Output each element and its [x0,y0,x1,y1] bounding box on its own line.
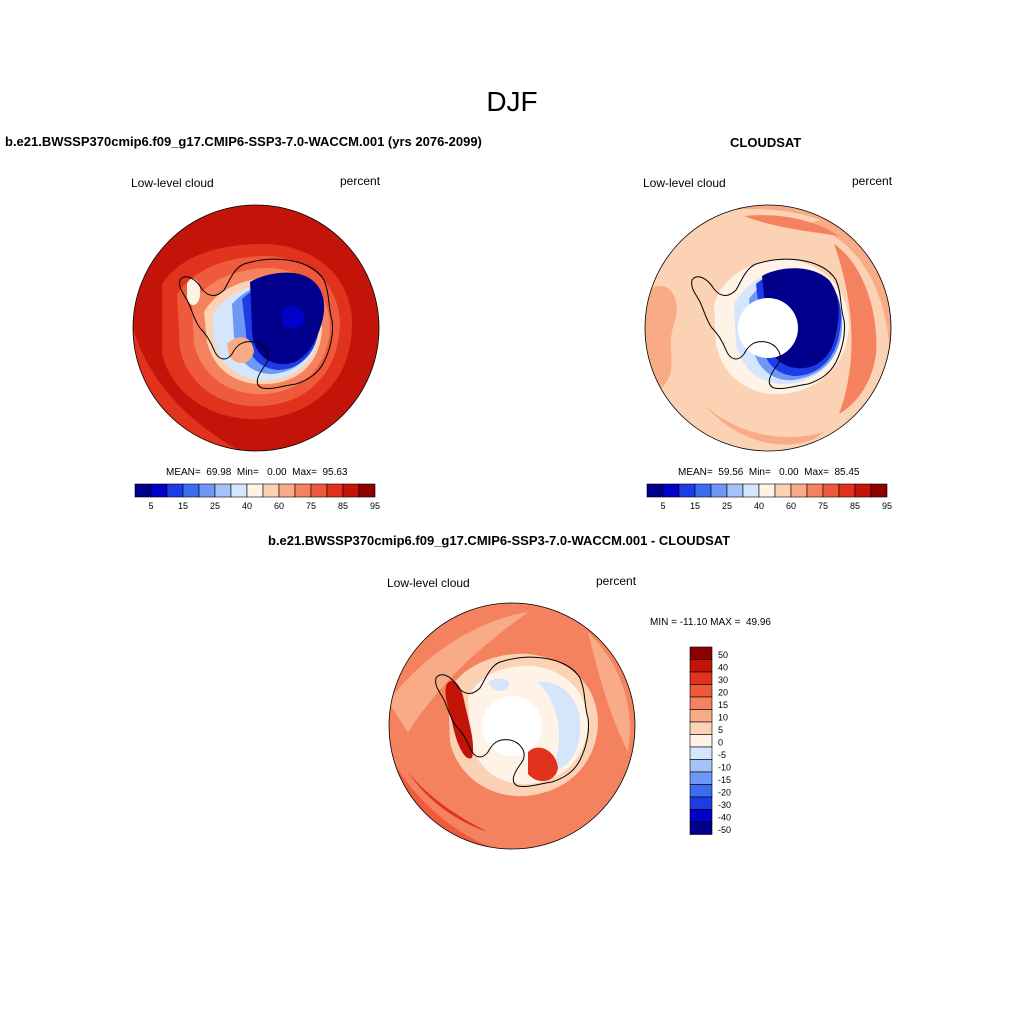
panel2-colorbar-tick-label: 15 [690,501,700,511]
panel3-colorbar-tick-label: -10 [718,763,731,773]
panel2-stats: MEAN= 59.56 Min= 0.00 Max= 85.45 [678,467,860,478]
panel1-colorbar-swatch [310,483,328,498]
panel2-colorbar-swatch [758,483,776,498]
panel2-colorbar-swatch [774,483,792,498]
panel1-colorbar-tick-label: 5 [148,501,153,511]
panel1-map [132,204,380,452]
panel1-colorbar-tick-label: 15 [178,501,188,511]
panel2-colorbar-swatch [646,483,664,498]
panel2-colorbar-swatch [790,483,808,498]
panel3-colorbar-tick-label: 30 [718,675,728,685]
panel1-colorbar-swatch [278,483,296,498]
panel1-colorbar-swatch [246,483,264,498]
panel1-colorbar-swatch [342,483,360,498]
panel1-units-label: percent [340,174,381,188]
panel2-colorbar-swatch [806,483,824,498]
panel1-colorbar: 5 15 25 40 60 75 85 95 [134,483,380,511]
panel3-colorbar-tick-label: 20 [718,688,728,698]
panel3-colorbar-swatch [689,746,713,760]
panel1-colorbar-swatch [294,483,312,498]
panel2-colorbar-swatch [870,483,888,498]
panel2-colorbar-tick-label: 60 [786,501,796,511]
panel3-colorbar-tick-label: 40 [718,663,728,673]
panel2-title: CLOUDSAT [730,135,802,150]
panel3-colorbar-tick-label: -40 [718,813,731,823]
panel1-stats: MEAN= 69.98 Min= 0.00 Max= 95.63 [166,467,348,478]
panel2-colorbar-swatch [854,483,872,498]
panel1-colorbar-swatch [182,483,200,498]
panel3-colorbar-swatch [689,696,713,710]
panel3-title: b.e21.BWSSP370cmip6.f09_g17.CMIP6-SSP3-7… [268,533,731,548]
panel3-colorbar-swatch [689,734,713,748]
panel1-variable-label: Low-level cloud [131,176,214,190]
panel3-colorbar-swatch [689,821,713,835]
panel2-colorbar-tick-label: 85 [850,501,860,511]
panel3-colorbar-swatch [689,784,713,798]
panel3-colorbar-tick-label: 5 [718,725,723,735]
panel2-variable-label: Low-level cloud [643,176,726,190]
panel1-colorbar-tick-label: 85 [338,501,348,511]
panel3-colorbar-swatch [689,771,713,785]
panel2-colorbar-tick-label: 40 [754,501,764,511]
panel1-colorbar-tick-label: 40 [242,501,252,511]
panel3-units-label: percent [596,574,637,588]
panel2-colorbar-tick-label: 5 [660,501,665,511]
panel1-colorbar-tick-label: 95 [370,501,380,511]
panel3-colorbar-tick-label: -5 [718,750,726,760]
panel1-colorbar-swatch [198,483,216,498]
panel1-colorbar-swatch [134,483,152,498]
panel3-colorbar-tick-label: 50 [718,650,728,660]
panel1-colorbar-swatch [262,483,280,498]
panel1-title: b.e21.BWSSP370cmip6.f09_g17.CMIP6-SSP3-7… [5,134,482,149]
panel2-colorbar-swatch [662,483,680,498]
panel3-colorbar-swatch [689,759,713,773]
panel2-units-label: percent [852,174,893,188]
panel3-colorbar-swatch [689,671,713,685]
panel3-colorbar-swatch [689,796,713,810]
panel1-colorbar-swatch [166,483,184,498]
panel2-colorbar-tick-label: 75 [818,501,828,511]
panel3-colorbar-swatch [689,646,713,660]
panel3-colorbar-tick-label: 0 [718,738,723,748]
panel2-colorbar: 5 15 25 40 60 75 85 95 [646,483,892,511]
panel2-colorbar-swatch [678,483,696,498]
panel3-colorbar-swatch [689,809,713,823]
panel3-colorbar-tick-label: 10 [718,713,728,723]
panel3-colorbar-tick-label: -50 [718,825,731,835]
panel1-colorbar-tick-label: 60 [274,501,284,511]
panel3-colorbar-tick-label: -20 [718,788,731,798]
main-title: DJF [486,86,538,117]
panel1-colorbar-tick-label: 25 [210,501,220,511]
panel1-colorbar-swatch [150,483,168,498]
panel2-colorbar-swatch [694,483,712,498]
panel3-colorbar-tick-label: -30 [718,800,731,810]
panel3-colorbar-swatch [689,684,713,698]
panel2-colorbar-swatch [838,483,856,498]
panel1-colorbar-tick-label: 75 [306,501,316,511]
panel2-colorbar-swatch [822,483,840,498]
panel3-colorbar-tick-label: -15 [718,775,731,785]
panel3-stats: MIN = -11.10 MAX = 49.96 [650,617,771,628]
panel2-colorbar-tick-label: 95 [882,501,892,511]
panel2-colorbar-swatch [742,483,760,498]
panel1-colorbar-swatch [230,483,248,498]
panel2-map [644,204,892,452]
panel3-colorbar-swatch [689,721,713,735]
panel3-map [388,602,636,850]
panel2-colorbar-swatch [710,483,728,498]
panel1-colorbar-swatch [358,483,376,498]
panel2-colorbar-tick-label: 25 [722,501,732,511]
panel2-colorbar-swatch [726,483,744,498]
panel3-colorbar-swatch [689,709,713,723]
panel3-variable-label: Low-level cloud [387,576,470,590]
panel3-colorbar-tick-label: 15 [718,700,728,710]
panel1-colorbar-swatch [214,483,232,498]
panel1-colorbar-swatch [326,483,344,498]
panel3-colorbar-swatch [689,659,713,673]
